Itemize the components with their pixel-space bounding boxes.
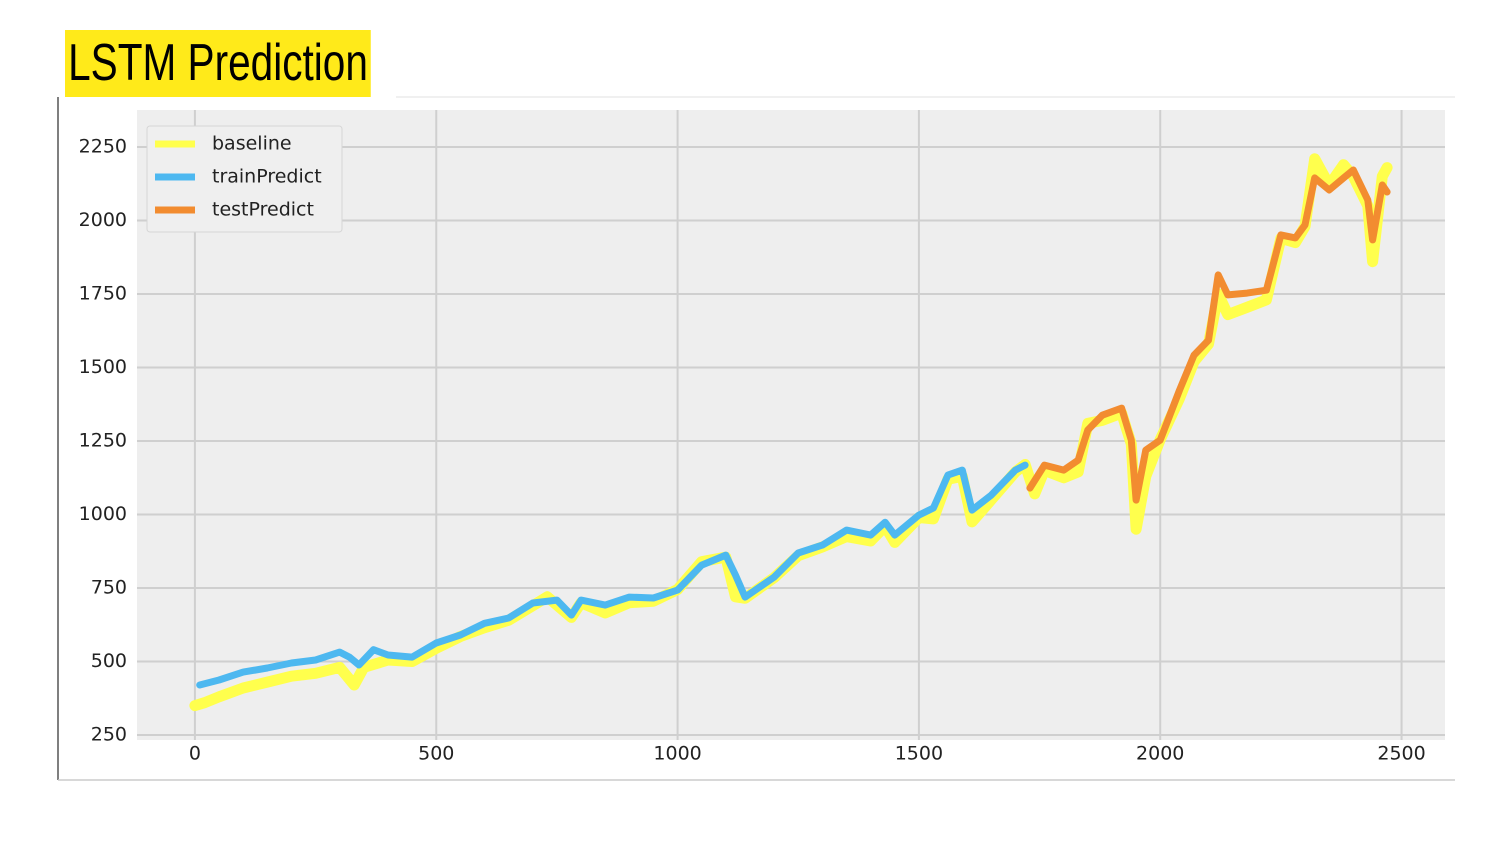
y-tick-label: 1250 [79, 430, 127, 452]
x-tick-label: 2500 [1377, 743, 1425, 765]
x-tick-label: 2000 [1136, 743, 1184, 765]
plot-area [137, 110, 1445, 740]
series-line [189, 153, 1393, 712]
x-tick-label: 500 [418, 743, 454, 765]
legend-label: testPredict [212, 199, 314, 221]
y-tick-label: 2000 [79, 209, 127, 231]
slide-title: LSTM Prediction [65, 30, 372, 97]
x-tick-label: 1000 [653, 743, 701, 765]
y-tick-label: 1500 [79, 356, 127, 378]
series-line [1026, 166, 1391, 504]
x-tick-label: 0 [189, 743, 201, 765]
legend-box [146, 125, 343, 233]
legend-label: trainPredict [212, 166, 322, 188]
legend-label: baseline [212, 133, 292, 155]
x-tick-label: 1500 [895, 743, 943, 765]
y-tick-label: 1750 [79, 283, 127, 305]
y-tick-label: 2250 [79, 136, 127, 158]
y-tick-label: 750 [91, 577, 127, 599]
y-tick-label: 1000 [79, 503, 127, 525]
series-line [196, 461, 1029, 689]
y-tick-label: 500 [91, 650, 127, 672]
y-tick-label: 250 [91, 724, 127, 746]
